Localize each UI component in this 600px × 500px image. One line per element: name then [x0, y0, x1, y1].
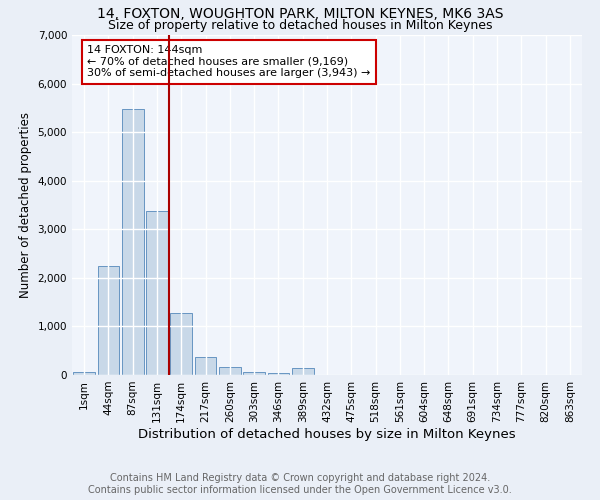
Bar	[219, 367, 241, 375]
Bar	[268, 372, 289, 375]
Text: 14, FOXTON, WOUGHTON PARK, MILTON KEYNES, MK6 3AS: 14, FOXTON, WOUGHTON PARK, MILTON KEYNES…	[97, 8, 503, 22]
Bar	[146, 211, 168, 375]
X-axis label: Distribution of detached houses by size in Milton Keynes: Distribution of detached houses by size …	[138, 428, 516, 440]
Bar	[292, 368, 314, 375]
Text: Size of property relative to detached houses in Milton Keynes: Size of property relative to detached ho…	[108, 18, 492, 32]
Text: Contains HM Land Registry data © Crown copyright and database right 2024.
Contai: Contains HM Land Registry data © Crown c…	[88, 474, 512, 495]
Bar	[243, 372, 265, 375]
Bar	[170, 313, 192, 375]
Text: 14 FOXTON: 144sqm
← 70% of detached houses are smaller (9,169)
30% of semi-detac: 14 FOXTON: 144sqm ← 70% of detached hous…	[88, 45, 371, 78]
Bar	[194, 357, 217, 375]
Bar	[122, 109, 143, 375]
Bar	[73, 372, 95, 375]
Bar	[97, 266, 119, 375]
Y-axis label: Number of detached properties: Number of detached properties	[19, 112, 32, 298]
